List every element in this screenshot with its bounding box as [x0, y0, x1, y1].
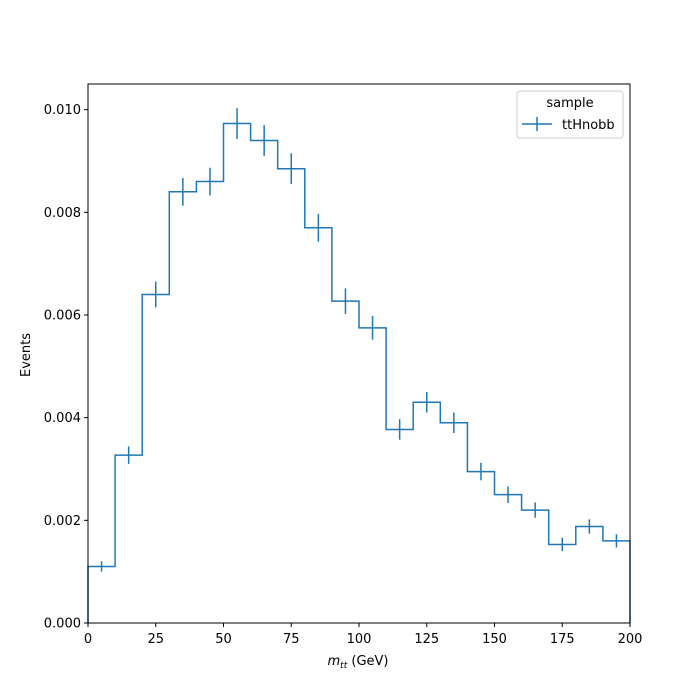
y-tick-label: 0.004	[44, 411, 81, 426]
y-tick-label: 0.000	[44, 617, 81, 632]
x-tick-label: 100	[347, 632, 372, 647]
series-step-line	[87, 122, 631, 623]
x-axis-label-symbol: m	[328, 654, 341, 669]
y-tick-label: 0.010	[44, 103, 81, 118]
x-tick-label: 200	[618, 632, 643, 647]
y-tick-label: 0.008	[44, 206, 81, 221]
x-axis-label: mtt (GeV)	[328, 654, 389, 671]
x-tick-label: 50	[215, 632, 232, 647]
legend-frame	[516, 90, 624, 139]
x-axis-label-unit: (GeV)	[347, 654, 388, 669]
plot-area	[87, 83, 631, 624]
y-axis-label: Events	[19, 333, 34, 377]
x-tick-label: 125	[414, 632, 439, 647]
legend-title: sample	[546, 96, 593, 111]
legend: sample ttHnobb	[516, 90, 624, 139]
legend-label: ttHnobb	[562, 118, 615, 133]
legend-marker-icon	[522, 117, 552, 131]
x-axis: 0 25 50 75 100 125 150 175 200	[84, 623, 643, 647]
y-tick-label: 0.002	[44, 514, 81, 529]
x-axis-label-subscript: tt	[340, 661, 348, 671]
x-tick-label: 150	[482, 632, 507, 647]
y-axis: 0.000 0.002 0.004 0.006 0.008 0.010	[44, 103, 88, 632]
x-tick-label: 25	[147, 632, 164, 647]
y-tick-label: 0.006	[44, 309, 81, 324]
x-tick-label: 0	[84, 632, 92, 647]
x-tick-label: 75	[283, 632, 300, 647]
x-tick-label: 175	[550, 632, 575, 647]
